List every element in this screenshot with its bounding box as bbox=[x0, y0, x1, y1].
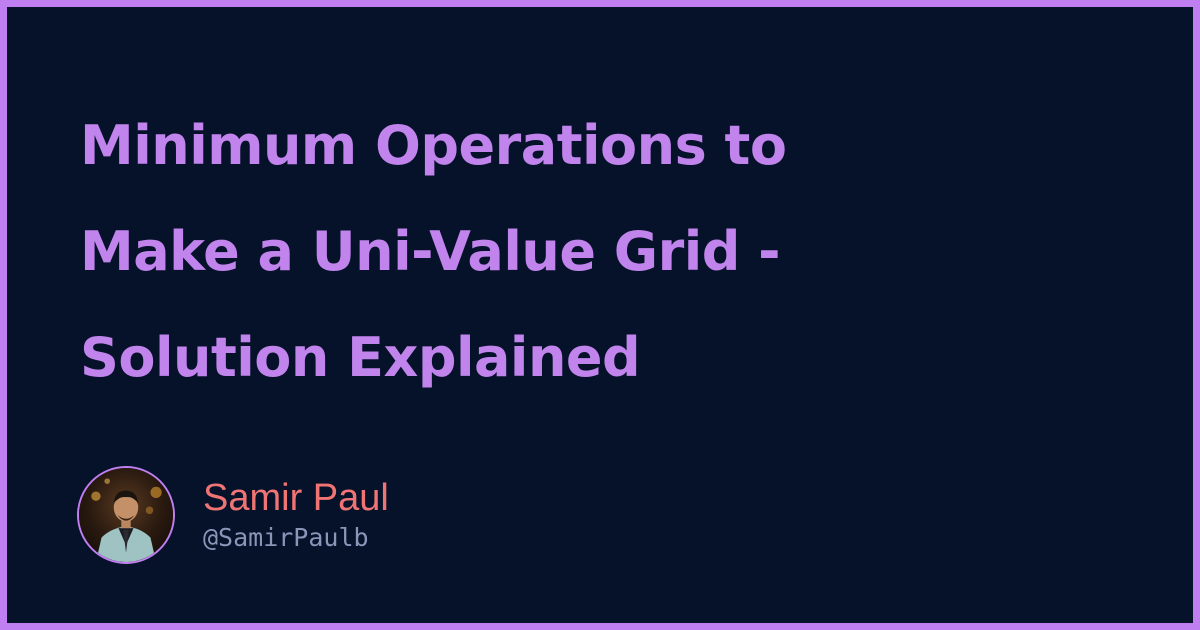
title-line-1: Minimum Operations to bbox=[80, 114, 787, 177]
page-title: Minimum Operations to Make a Uni-Value G… bbox=[80, 93, 1140, 411]
title-line-2: Make a Uni-Value Grid - bbox=[80, 220, 781, 283]
person-avatar-icon bbox=[79, 468, 173, 562]
title-line-3: Solution Explained bbox=[80, 326, 641, 389]
author-block: Samir Paul @SamirPaulb bbox=[77, 465, 389, 565]
author-name: Samir Paul bbox=[203, 477, 389, 519]
author-text: Samir Paul @SamirPaulb bbox=[203, 476, 389, 554]
author-handle: @SamirPaulb bbox=[203, 523, 369, 552]
avatar bbox=[77, 466, 175, 564]
